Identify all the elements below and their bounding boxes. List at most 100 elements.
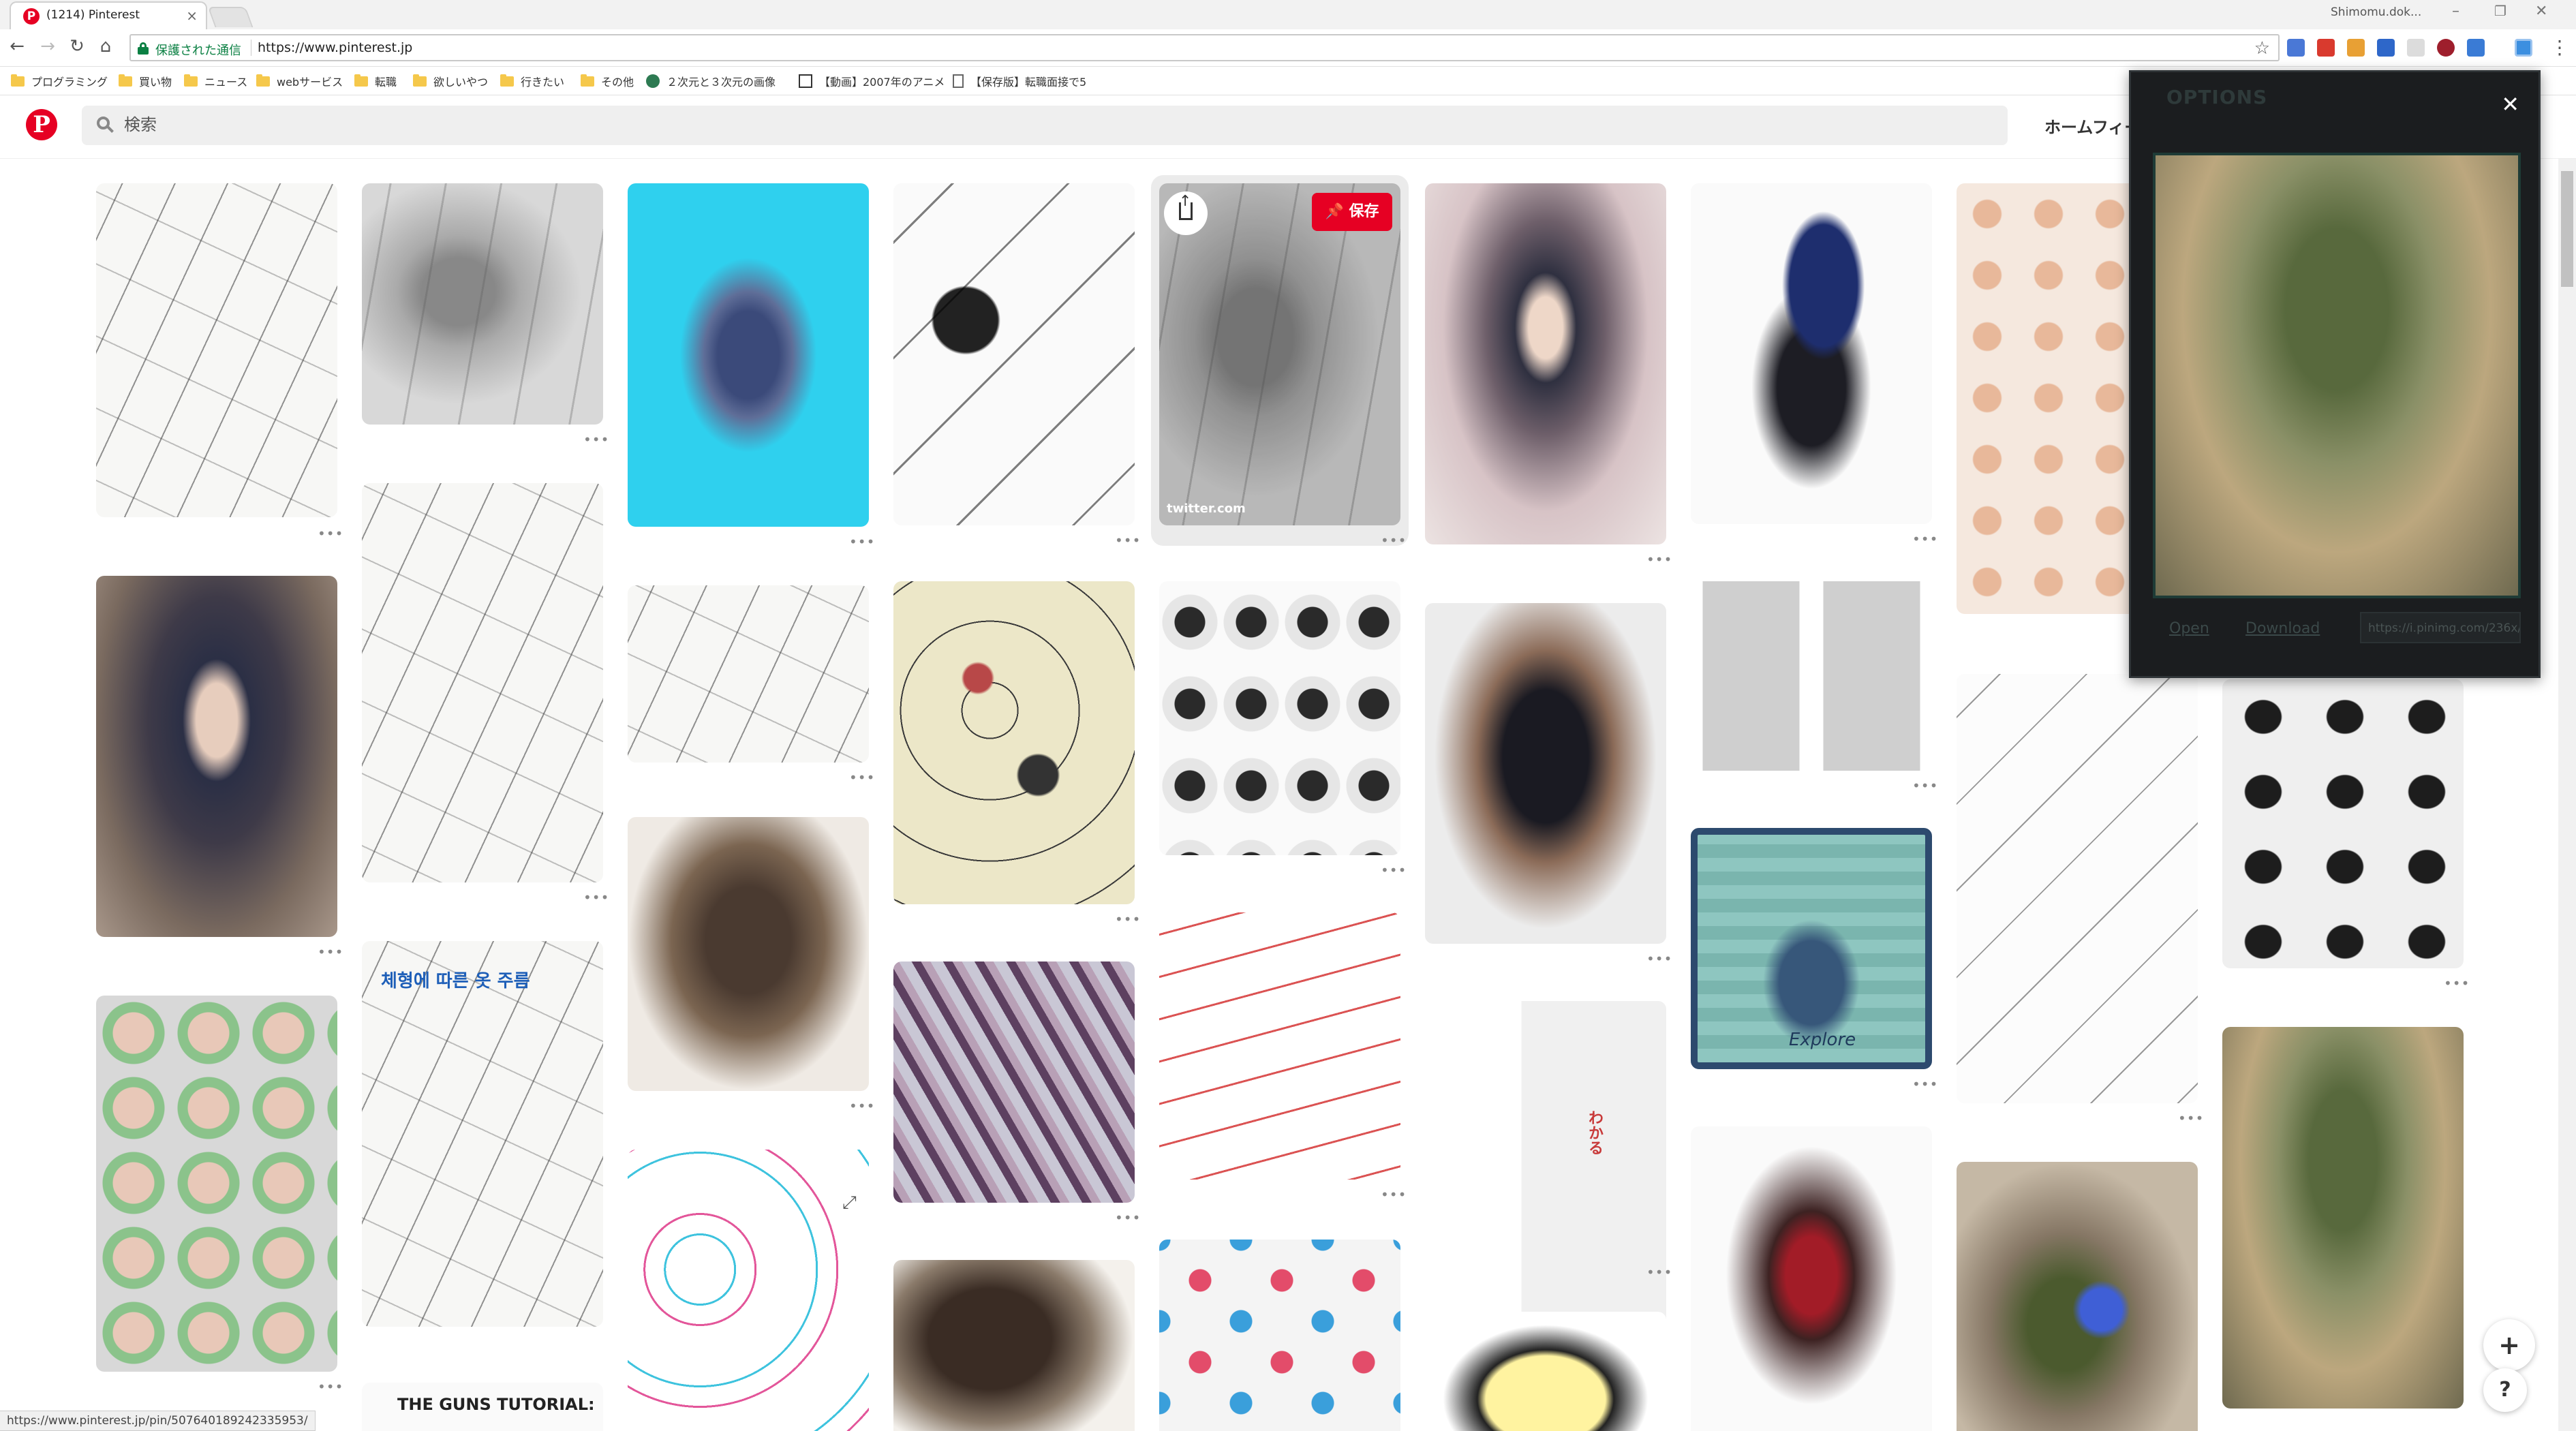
- pin-more-button[interactable]: •••: [1381, 532, 1407, 549]
- new-tab-button[interactable]: [207, 7, 254, 27]
- back-icon[interactable]: ←: [10, 36, 25, 57]
- pin-image[interactable]: [1691, 1126, 1932, 1431]
- options-close-icon[interactable]: ✕: [2501, 91, 2519, 117]
- help-button[interactable]: ?: [2483, 1368, 2527, 1412]
- pin-image[interactable]: [2222, 679, 2464, 968]
- pin-more-button[interactable]: •••: [1381, 1186, 1407, 1203]
- pin-image[interactable]: [362, 183, 603, 425]
- home-icon[interactable]: ⌂: [99, 36, 112, 57]
- pin-image[interactable]: [628, 817, 869, 1091]
- pin-image[interactable]: [1159, 581, 1400, 855]
- bookmark-star-icon[interactable]: ☆: [2254, 38, 2270, 59]
- bookmark-folder[interactable]: 転職: [354, 73, 397, 89]
- pin-image[interactable]: [96, 183, 337, 517]
- bookmark-folder[interactable]: 欲しいやつ: [413, 73, 488, 89]
- maximize-icon[interactable]: ❐: [2494, 3, 2506, 19]
- pin-image[interactable]: [362, 483, 603, 882]
- pin-more-button[interactable]: •••: [1646, 951, 1673, 967]
- profile-name[interactable]: Shimomu.dok...: [2331, 5, 2422, 19]
- pin-image[interactable]: [1957, 674, 2198, 1103]
- url-text[interactable]: https://www.pinterest.jp: [258, 40, 413, 55]
- pin-image[interactable]: [96, 996, 337, 1372]
- save-button[interactable]: 📌 保存: [1312, 193, 1392, 231]
- mail-extension-icon[interactable]: [2317, 39, 2335, 57]
- address-bar[interactable]: 保護された通信 https://www.pinterest.jp ☆: [129, 34, 2280, 61]
- pin-more-button[interactable]: •••: [583, 889, 610, 906]
- download-link[interactable]: Download: [2245, 620, 2320, 637]
- pin-more-button[interactable]: •••: [318, 944, 344, 960]
- pin-more-button[interactable]: •••: [318, 525, 344, 542]
- pin-image[interactable]: [1425, 1312, 1666, 1431]
- pin-image[interactable]: [1425, 183, 1666, 544]
- pin-image[interactable]: [893, 581, 1135, 904]
- bookmark-folder[interactable]: その他: [581, 73, 634, 89]
- pin-more-button[interactable]: •••: [849, 1098, 876, 1114]
- bookmark-link[interactable]: ２次元と３次元の画像: [646, 73, 776, 89]
- translate-extension-icon[interactable]: [2287, 39, 2305, 57]
- pin-more-button[interactable]: •••: [1646, 551, 1673, 568]
- pin-more-button[interactable]: •••: [1381, 862, 1407, 878]
- expand-icon[interactable]: ⤢: [842, 1192, 857, 1213]
- chrome-menu-icon[interactable]: ⋮: [2550, 36, 2569, 59]
- pin-more-button[interactable]: •••: [1115, 911, 1141, 927]
- pin-more-button[interactable]: •••: [1912, 1076, 1939, 1092]
- pinterest-logo[interactable]: P: [26, 109, 57, 140]
- pin-more-button[interactable]: •••: [1912, 531, 1939, 547]
- pin-image[interactable]: [1159, 912, 1400, 1180]
- extension-icon[interactable]: [2347, 39, 2365, 57]
- browser-tab[interactable]: P (1214) Pinterest ×: [10, 1, 207, 29]
- bookmark-link[interactable]: 【保存版】転職面接で5: [953, 73, 1086, 89]
- pin-image[interactable]: [893, 183, 1135, 525]
- pin-image[interactable]: [628, 183, 869, 527]
- pin-image[interactable]: [1691, 183, 1932, 524]
- bookmark-folder[interactable]: 行きたい: [500, 73, 564, 89]
- pin-more-button[interactable]: •••: [1115, 1210, 1141, 1226]
- bookmark-link[interactable]: 【動画】2007年のアニメ: [799, 73, 945, 89]
- pin-more-button[interactable]: •••: [2444, 975, 2470, 991]
- reload-icon[interactable]: ↻: [70, 36, 85, 57]
- pin-image[interactable]: [1159, 183, 1400, 525]
- pin-more-button[interactable]: •••: [2178, 1110, 2205, 1126]
- pin-image[interactable]: [1159, 1240, 1400, 1431]
- add-pin-button[interactable]: +: [2483, 1319, 2535, 1371]
- bookmark-folder[interactable]: 買い物: [119, 73, 172, 89]
- pin-image[interactable]: 체형에 따른 옷 주름: [362, 941, 603, 1327]
- pin-image[interactable]: [628, 585, 869, 763]
- pin-more-button[interactable]: •••: [1115, 532, 1141, 549]
- pin-more-button[interactable]: •••: [318, 1379, 344, 1395]
- pin-image[interactable]: [628, 1150, 869, 1431]
- pin-image[interactable]: [1957, 1162, 2198, 1431]
- tab-close-icon[interactable]: ×: [186, 7, 198, 24]
- user-agent-extension-icon[interactable]: [2467, 39, 2485, 57]
- pin-image[interactable]: [893, 961, 1135, 1203]
- bookmark-folder[interactable]: webサービス: [256, 73, 343, 89]
- bookmark-folder[interactable]: プログラミング: [11, 73, 108, 89]
- pin-more-button[interactable]: •••: [583, 431, 610, 448]
- pin-image[interactable]: [2222, 1027, 2464, 1409]
- bookmark-folder[interactable]: ニュース: [184, 73, 247, 89]
- image-extension-icon[interactable]: [2515, 39, 2532, 57]
- pin-image[interactable]: [893, 1260, 1135, 1431]
- pinterest-extension-icon[interactable]: [2437, 39, 2455, 57]
- share-button[interactable]: [1164, 191, 1208, 235]
- pin-image[interactable]: [1425, 603, 1666, 944]
- new-extension-icon[interactable]: [2377, 39, 2395, 57]
- page-scrollbar[interactable]: [2558, 159, 2576, 1431]
- pin-image[interactable]: THE GUNS TUTORIAL:: [362, 1383, 603, 1431]
- minimize-icon[interactable]: –: [2452, 3, 2459, 20]
- search-input[interactable]: [124, 112, 1964, 137]
- image-url-field[interactable]: https://i.pinimg.com/236x/7...: [2360, 612, 2521, 643]
- window-close-icon[interactable]: ✕: [2535, 3, 2548, 20]
- download-extension-icon[interactable]: [2407, 39, 2425, 57]
- pin-more-button[interactable]: •••: [849, 534, 876, 550]
- search-bar[interactable]: [82, 106, 2008, 145]
- pin-more-button[interactable]: •••: [849, 769, 876, 786]
- scrollbar-thumb[interactable]: [2561, 171, 2573, 287]
- forward-icon[interactable]: →: [40, 36, 55, 57]
- pin-source-link[interactable]: twitter.com: [1167, 502, 1246, 516]
- open-link[interactable]: Open: [2169, 620, 2209, 637]
- pin-image[interactable]: [1691, 581, 1932, 771]
- pin-image[interactable]: [96, 576, 337, 937]
- pin-more-button[interactable]: •••: [1912, 778, 1939, 794]
- pin-more-button[interactable]: •••: [1646, 1264, 1673, 1280]
